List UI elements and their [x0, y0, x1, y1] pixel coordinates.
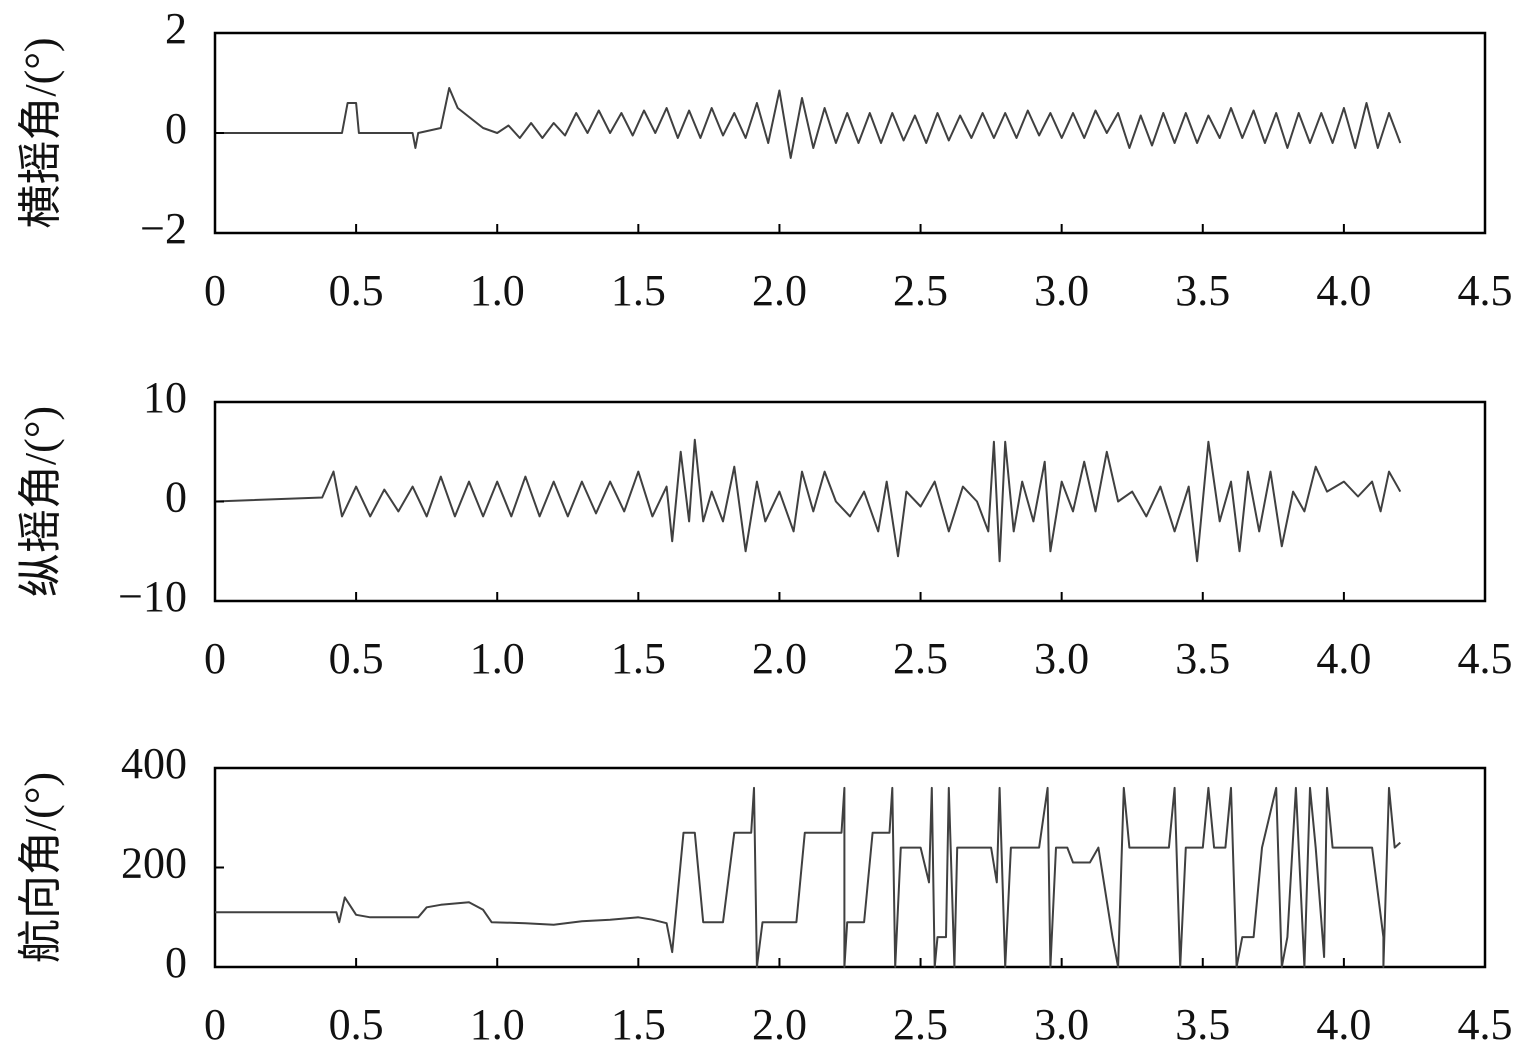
x-tick-label: 2.0	[752, 634, 807, 683]
data-line	[214, 438, 1402, 563]
x-tick-label: 0	[204, 634, 226, 683]
x-tick-label: 4.0	[1316, 266, 1371, 315]
x-tick-label: 2.0	[752, 266, 807, 315]
x-tick-label: 2.0	[752, 1000, 807, 1049]
x-tick-label: 3.0	[1034, 266, 1089, 315]
y-axis-label: 纵摇角/(°)	[16, 406, 65, 597]
x-tick-label: 2.5	[893, 266, 948, 315]
y-tick-label: 10	[143, 373, 187, 422]
x-tick-label: 3.5	[1175, 1000, 1230, 1049]
y-tick-label: 0	[165, 104, 187, 153]
x-tick-label: 1.5	[611, 1000, 666, 1049]
x-tick-label: 2.5	[893, 1000, 948, 1049]
x-tick-label: 1.5	[611, 266, 666, 315]
x-tick-label: 0.5	[329, 1000, 384, 1049]
x-tick-label: 3.0	[1034, 634, 1089, 683]
y-tick-label: 0	[165, 473, 187, 522]
x-tick-label: 1.0	[470, 634, 525, 683]
y-axis-label: 横摇角/(°)	[16, 37, 65, 228]
x-tick-label: 0.5	[329, 266, 384, 315]
x-tick-label: 0.5	[329, 634, 384, 683]
x-tick-label: 4.5	[1458, 266, 1513, 315]
x-tick-label: 1.0	[470, 1000, 525, 1049]
x-tick-label: 3.0	[1034, 1000, 1089, 1049]
y-tick-label: 200	[121, 839, 187, 888]
data-line	[215, 87, 1402, 159]
y-tick-label: 400	[121, 739, 187, 788]
x-tick-label: 2.5	[893, 634, 948, 683]
x-tick-label: 3.5	[1175, 266, 1230, 315]
x-tick-label: 3.5	[1175, 634, 1230, 683]
data-line	[215, 786, 1401, 968]
x-tick-label: 4.5	[1458, 1000, 1513, 1049]
y-tick-label: −10	[118, 572, 187, 621]
y-axis-label: 航向角/(°)	[16, 772, 65, 963]
y-tick-label: −2	[140, 204, 187, 253]
x-tick-label: 4.0	[1316, 634, 1371, 683]
x-tick-label: 1.5	[611, 634, 666, 683]
x-tick-label: 4.0	[1316, 1000, 1371, 1049]
x-tick-label: 4.5	[1458, 634, 1513, 683]
plot-frame	[213, 400, 1487, 603]
y-tick-label: 2	[165, 4, 187, 53]
x-tick-label: 0	[204, 1000, 226, 1049]
y-tick-label: 0	[165, 938, 187, 987]
x-tick-label: 0	[204, 266, 226, 315]
x-tick-label: 1.0	[470, 266, 525, 315]
